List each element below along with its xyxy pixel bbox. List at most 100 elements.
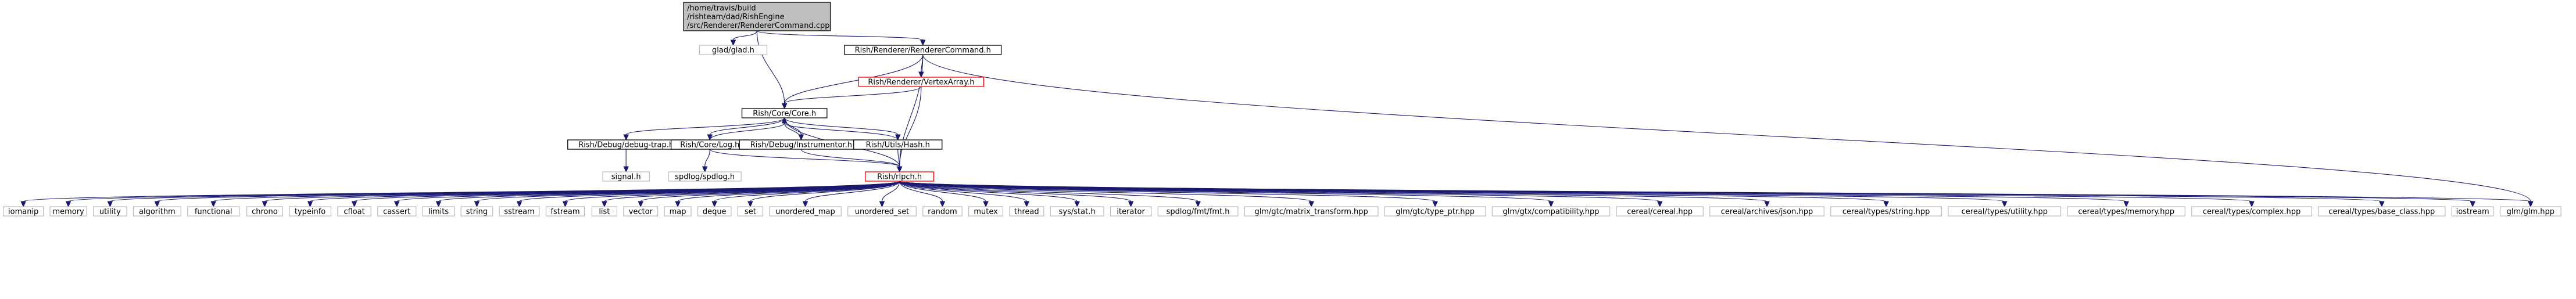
node-label: functional	[195, 208, 232, 217]
node-box	[2451, 206, 2494, 217]
node-glm-tp: glm/gtc/type_ptr.hpp	[1384, 206, 1486, 217]
node-label: iostream	[2456, 208, 2489, 217]
arrowhead	[1764, 201, 1770, 208]
node-fstream: fstream	[545, 206, 585, 217]
node-map: map	[664, 206, 692, 217]
edge-root-to-core	[756, 30, 788, 110]
node-label: typeinfo	[295, 208, 325, 217]
edge-rishpch-to-unordered_map	[802, 181, 900, 208]
node-label: cereal/cereal.hpp	[1627, 208, 1693, 217]
node-label: memory	[52, 208, 84, 217]
node-label: cfloat	[344, 208, 364, 217]
arrowhead	[747, 201, 753, 208]
arrowhead	[351, 201, 357, 208]
arrowhead	[879, 201, 885, 208]
node-box	[2499, 206, 2561, 217]
node-hash[interactable]: Rish/Utils/Hash.h	[853, 139, 943, 150]
node-box	[545, 206, 585, 217]
node-label: cereal/types/complex.hpp	[2203, 208, 2300, 217]
edge-root-to-glad	[730, 30, 757, 46]
arrowhead	[730, 39, 736, 46]
arrowhead	[638, 201, 644, 208]
node-box	[1157, 206, 1239, 217]
node-rishpch[interactable]: Rish/rlpch.h	[865, 171, 935, 182]
edge-hash-to-core	[781, 117, 899, 141]
node-box	[741, 108, 828, 118]
arrowhead	[802, 201, 808, 208]
node-label: cereal/types/utility.hpp	[1962, 208, 2048, 217]
node-mutex: mutex	[968, 206, 1004, 217]
node-root[interactable]: /home/travis/build/rishteam/dad/RishEngi…	[683, 2, 831, 31]
node-label: spdlog/fmt/fmt.h	[1167, 208, 1230, 217]
node-thread: thread	[1009, 206, 1044, 217]
node-log[interactable]: Rish/Core/Log.h	[670, 139, 749, 150]
arrowhead	[781, 117, 788, 124]
node-box	[1491, 206, 1611, 217]
node-label: random	[928, 208, 957, 217]
node-label: glm/gtc/matrix_transform.hpp	[1255, 208, 1368, 217]
node-box	[2318, 206, 2446, 217]
node-functional: functional	[187, 206, 240, 217]
arrowhead	[210, 201, 216, 208]
node-box	[858, 77, 985, 87]
node-label: sys/stat.h	[1059, 208, 1096, 217]
node-cereal: cereal/cereal.hpp	[1616, 206, 1704, 217]
node-label: glad/glad.h	[712, 46, 754, 55]
node-cassert: cassert	[377, 206, 417, 217]
arrowhead	[1883, 201, 1889, 208]
arrowhead	[1024, 201, 1030, 208]
node-core[interactable]: Rish/Core/Core.h	[741, 108, 828, 118]
node-label: fstream	[550, 208, 579, 217]
node-label: spdlog/spdlog.h	[675, 173, 735, 182]
node-rendcmd-h[interactable]: Rish/Renderer/RendererCommand.h	[844, 45, 1002, 55]
node-instrumentor[interactable]: Rish/Debug/Instrumentor.h	[739, 139, 864, 150]
node-label: glm/gtc/type_ptr.hpp	[1396, 208, 1475, 217]
node-box	[92, 206, 127, 217]
arrowhead	[20, 201, 26, 208]
node-string: string	[460, 206, 493, 217]
node-box	[1616, 206, 1704, 217]
arrowhead	[711, 201, 717, 208]
arrowhead	[918, 71, 924, 78]
edge-core-to-hash	[784, 117, 901, 141]
node-vertexarray[interactable]: Rish/Renderer/VertexArray.h	[858, 77, 985, 87]
node-box	[1244, 206, 1379, 217]
arrowhead	[895, 134, 901, 141]
arrowhead	[2249, 201, 2255, 208]
node-label: Rish/rlpch.h	[877, 173, 922, 182]
node-cereal-string: cereal/types/string.hpp	[1830, 206, 1942, 217]
node-label: string	[466, 208, 488, 217]
arrowhead	[1432, 201, 1438, 208]
arrowhead	[2470, 201, 2475, 208]
node-label: cassert	[383, 208, 410, 217]
edge-log-to-core	[709, 117, 788, 141]
arrowhead	[1074, 201, 1080, 208]
node-typeinfo: typeinfo	[289, 206, 332, 217]
node-debugtrap[interactable]: Rish/Debug/debug-trap.h	[567, 139, 685, 150]
edge-rishpch-to-mutex	[899, 181, 989, 208]
node-cereal-memory: cereal/types/memory.hpp	[2067, 206, 2185, 217]
node-box	[847, 206, 917, 217]
node-box	[337, 206, 371, 217]
node-cereal-utility: cereal/types/utility.hpp	[1948, 206, 2062, 217]
node-label: unordered_map	[775, 208, 835, 217]
edge-rishpch-to-deque	[711, 181, 900, 208]
node-box	[865, 171, 935, 182]
node-algorithm: algorithm	[133, 206, 181, 217]
node-label: unordered_set	[855, 208, 909, 217]
node-cfloat: cfloat	[337, 206, 371, 217]
node-signal: signal.h	[602, 171, 650, 182]
node-label: utility	[99, 208, 121, 217]
node-box	[769, 206, 842, 217]
node-sstream: sstream	[499, 206, 540, 217]
arrowhead	[307, 201, 313, 208]
node-box	[699, 45, 768, 55]
node-cereal-base: cereal/types/base_class.hpp	[2318, 206, 2446, 217]
node-glm-mt: glm/gtc/matrix_transform.hpp	[1244, 206, 1379, 217]
node-box	[187, 206, 240, 217]
node-glm: glm/glm.hpp	[2499, 206, 2561, 217]
arrowhead	[920, 39, 926, 46]
arrowhead	[702, 166, 708, 173]
node-label: mutex	[974, 208, 998, 217]
